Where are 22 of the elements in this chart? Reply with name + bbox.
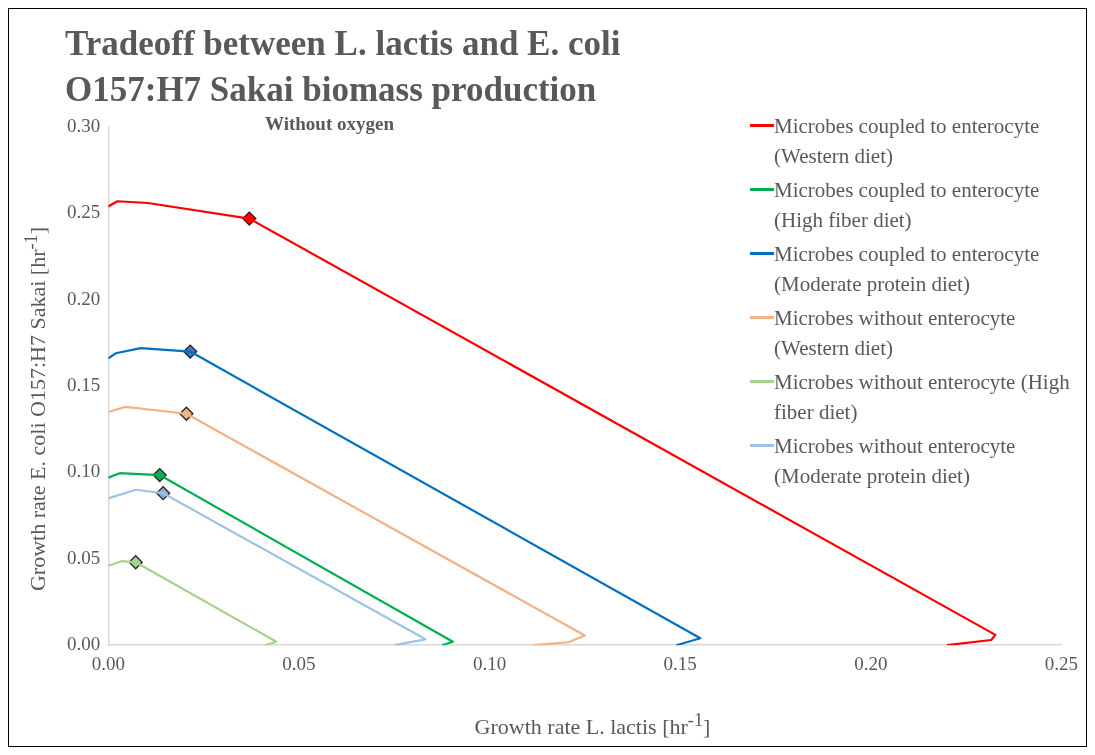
y-tick-label: 0.10 <box>67 460 101 482</box>
y-tick-label: 0.25 <box>67 201 101 223</box>
x-axis-title: Growth rate L. lactis [hr$^{-1}$] <box>473 709 712 740</box>
y-tick-label: 0.20 <box>67 287 101 309</box>
y-tick-label: 0.05 <box>67 546 101 568</box>
legend-label: Microbes coupled to enterocyte (High fiber diet) <box>774 177 1041 234</box>
y-tick-label: 0.30 <box>67 114 101 136</box>
legend-label: Microbes coupled to enterocyte (Moderate protein diet) <box>774 241 1041 298</box>
x-tick-label: 0.10 <box>472 652 507 674</box>
x-tick-label: 0.15 <box>663 652 697 674</box>
x-tick-label: 0.00 <box>91 652 125 674</box>
legend-label: Microbes without enterocyte (Moderate protein diet) <box>774 433 1017 490</box>
chart-subtitle: Without oxygen <box>265 113 394 135</box>
x-tick-label: 0.05 <box>282 652 316 674</box>
y-tick-label: 0.00 <box>67 633 101 655</box>
x-tick-label: 0.25 <box>1044 652 1078 674</box>
x-tick-label: 0.20 <box>854 652 888 674</box>
legend-label: Microbes coupled to enterocyte (Western diet) <box>774 113 1041 170</box>
legend-label: Microbes without enterocyte (Western diet) <box>774 305 1017 362</box>
legend-label: Microbes without enterocyte (High fiber diet) <box>774 369 1071 426</box>
y-tick-label: 0.15 <box>67 374 101 396</box>
chart-title: Tradeoff between L. lactis and E. coli O157:H7 Sakai biomass production <box>65 23 622 111</box>
